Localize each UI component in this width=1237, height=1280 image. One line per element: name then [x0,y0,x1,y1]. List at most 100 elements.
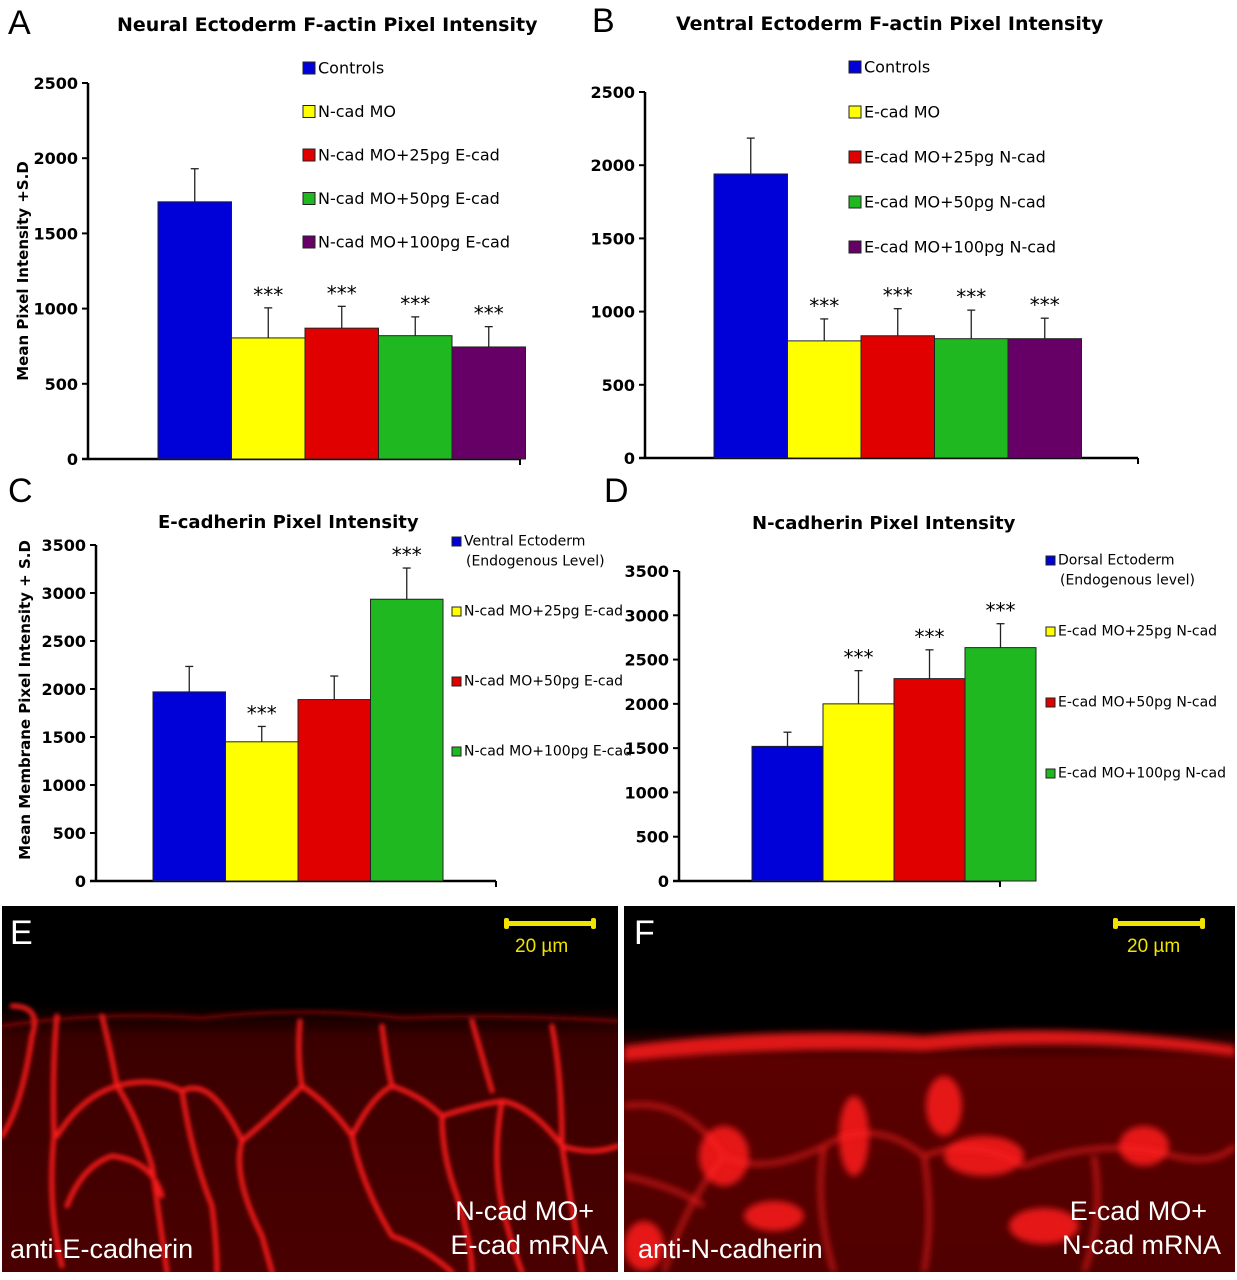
y-axis-label: Mean Membrane Pixel Intensity + S.D [16,540,34,860]
legend-swatch-2 [302,105,316,118]
micrograph-f: F 20 µm anti-N-cadherin E-cad MO+ N-cad … [624,906,1235,1272]
bar-3 [297,699,371,882]
legend-label-2: N-cad MO [318,102,396,121]
significance-marker: *** [474,302,504,326]
bar-2 [225,741,299,882]
panel-letter-f: F [634,914,655,952]
legend-swatch-5 [302,235,316,249]
panel-letter-a: A [8,4,31,42]
chart-d-legend: Dorsal Ectoderm (Endogenous level) E-cad M… [1045,553,1226,782]
panel-letter-e: E [10,914,33,952]
y-tick-label: 2500 [590,83,635,102]
significance-marker: *** [392,543,422,567]
significance-marker: *** [400,292,430,316]
legend-swatch-3 [451,676,462,687]
y-tick-label: 2500 [624,651,669,670]
chart-b: 0 500 1000 1500 2000 2500 *** *** *** *** Controls… [590,58,1139,468]
significance-marker: *** [1030,293,1060,317]
bar-1 [157,201,232,460]
y-tick-label: 2000 [590,156,635,175]
y-tick-label: 3000 [624,606,669,625]
legend-label-5: E-cad MO+100pg N-cad [864,238,1056,257]
legend-swatch-2 [848,105,862,119]
legend-swatch-1 [302,61,316,75]
legend-label-5: N-cad MO+100pg E-cad [318,233,510,252]
y-tick-label: 2000 [624,695,669,714]
scale-bar-f-label: 20 µm [1127,936,1181,957]
legend-label-4: N-cad MO+50pg E-cad [318,189,500,208]
y-tick-label: 3500 [624,562,669,581]
legend-label-1: Controls [864,58,930,77]
y-tick-label: 2000 [33,149,78,168]
legend-swatch-3 [1045,697,1056,708]
y-tick-label: 1500 [41,728,86,747]
y-tick-label: 1000 [624,783,669,802]
significance-marker: *** [915,625,945,649]
legend-label-2: E-cad MO [864,103,940,122]
legend-swatch-2 [1045,626,1056,637]
y-tick-label: 1500 [33,224,78,243]
legend-label-3: N-cad MO+50pg E-cad [464,674,623,690]
legend-swatch-1 [1045,555,1056,566]
bar-2 [231,337,306,460]
y-tick-label: 0 [75,872,86,891]
legend-label-1: Dorsal Ectoderm [1058,553,1175,569]
y-axis-label: Mean Pixel Intensity +S.D [14,161,32,381]
legend-swatch-3 [848,150,862,164]
legend-swatch-4 [302,192,316,205]
condition-line1-e: N-cad MO+ [455,1196,594,1226]
legend-swatch-5 [848,240,862,254]
panel-letter-c: C [8,472,33,510]
legend-label-1: (Endogenous Level) [466,554,605,570]
chart-a-plot: 0 500 1000 1500 2000 2500 Mean Pixel Intensity… [14,74,526,469]
chart-b-title: Ventral Ectoderm F-actin Pixel Intensity [676,13,1104,35]
bar-1 [713,173,788,459]
y-tick-label: 2500 [33,74,78,93]
chart-d-title: N-cadherin Pixel Intensity [752,513,1016,534]
chart-a: 0 500 1000 1500 2000 2500 Mean Pixel Intensity… [14,59,526,469]
legend-label-2: E-cad MO+25pg N-cad [1058,624,1217,640]
y-tick-label: 500 [45,375,78,394]
y-tick-label: 0 [67,450,78,469]
legend-swatch-4 [848,195,862,209]
y-tick-label: 2000 [41,680,86,699]
y-tick-label: 3000 [41,584,86,603]
scale-bar-f [1113,916,1205,930]
micrograph-e: E 20 µm anti-E-cadherin N-cad MO+ E-cad … [2,906,618,1272]
chart-b-legend: Controls E-cad MO E-cad MO+25pg N-cad E-cad… [848,58,1056,257]
y-tick-label: 3500 [41,536,86,555]
y-tick-label: 1000 [33,300,78,319]
y-tick-label: 1000 [41,776,86,795]
legend-label-3: N-cad MO+25pg E-cad [318,146,500,165]
bar-1 [751,745,824,882]
chart-a-title: Neural Ectoderm F-actin Pixel Intensity [117,14,538,36]
y-tick-label: 0 [658,872,669,891]
significance-marker: *** [844,646,874,670]
y-tick-label: 500 [53,824,86,843]
y-tick-label: 2500 [41,632,86,651]
bar-2 [787,340,862,459]
y-tick-label: 500 [636,828,669,847]
panel-letter-d: D [604,472,629,510]
bar-4 [370,598,444,882]
stain-label-f: anti-N-cadherin [638,1234,823,1264]
significance-marker: *** [253,283,283,307]
bar-1 [152,691,226,882]
significance-marker: *** [986,599,1016,623]
y-tick-label: 1500 [624,739,669,758]
bar-5 [451,346,526,460]
micrograph-e-image [2,906,618,1272]
bar-4 [964,647,1037,882]
legend-swatch-1 [451,536,462,547]
legend-swatch-4 [1045,768,1056,779]
bar-3 [304,327,379,460]
legend-swatch-2 [451,606,462,617]
y-tick-label: 1500 [590,229,635,248]
significance-marker: *** [809,294,839,318]
condition-line1-f: E-cad MO+ [1069,1196,1207,1226]
legend-label-4: N-cad MO+100pg E-cad [464,744,632,760]
bar-2 [822,703,895,882]
chart-d: 0 500 1000 1500 2000 2500 3000 3500 *** *** *** Dor… [624,553,1226,892]
stain-label-e: anti-E-cadherin [10,1234,194,1264]
bar-3 [893,678,966,882]
